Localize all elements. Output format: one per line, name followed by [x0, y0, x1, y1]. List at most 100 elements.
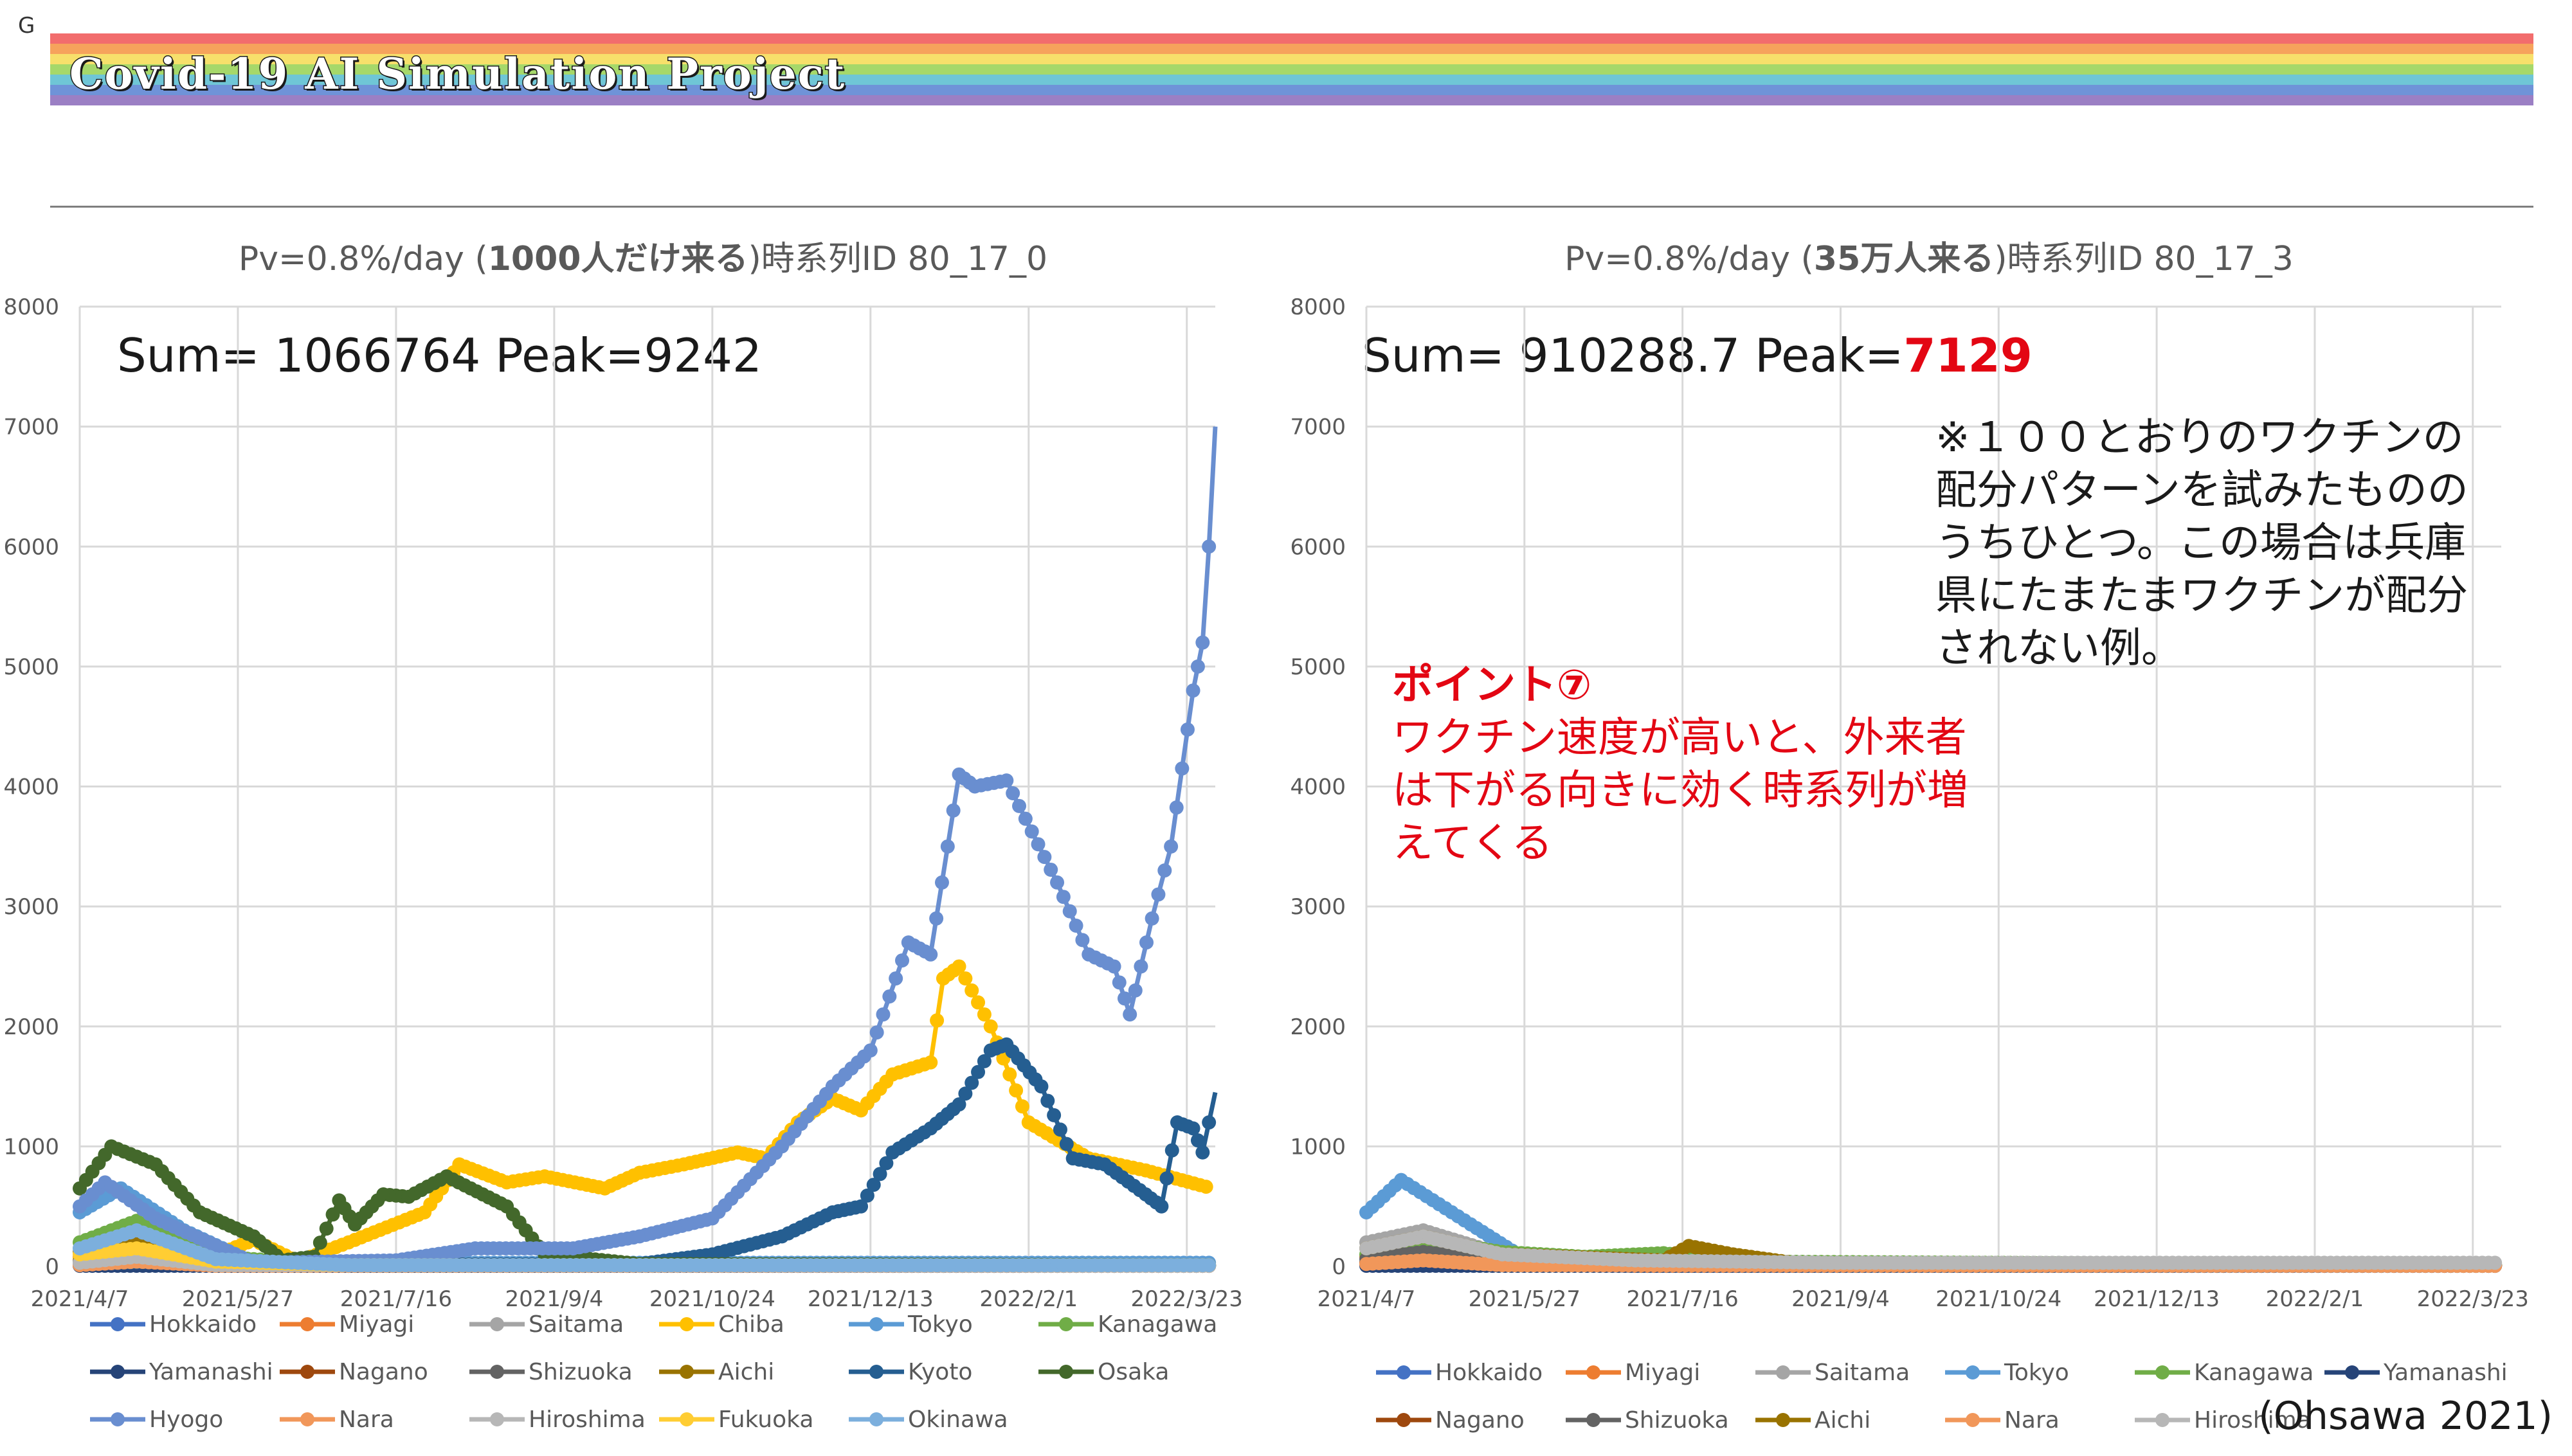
- chart-left-legend-marker: [680, 1412, 694, 1426]
- chart-left-point: [1075, 933, 1090, 948]
- chart-left: Pv=0.8%/day (1000人だけ来る)時系列ID 80_17_0 Sum…: [3, 240, 1242, 1433]
- chart-right-x-tick-label: 2021/10/24: [1935, 1286, 2061, 1312]
- chart-right-y-tick-label: 2000: [1290, 1014, 1346, 1040]
- chart-left-legend-label: Kanagawa: [1098, 1311, 1217, 1338]
- chart-left-legend-label: Miyagi: [339, 1311, 414, 1338]
- chart-left-x-tick-label: 2021/9/4: [505, 1286, 604, 1312]
- chart-left-x-tick-label: 2022/3/23: [1131, 1286, 1243, 1312]
- chart-left-point: [1050, 875, 1065, 890]
- chart-left-point: [1056, 890, 1071, 904]
- chart-left-line-tokyo: [78, 1186, 1215, 1265]
- chart-left-point: [1180, 722, 1195, 737]
- chart-left-legend-item-osaka: Osaka: [1038, 1359, 1169, 1385]
- chart-left-legend-marker: [869, 1412, 883, 1426]
- chart-left-point: [999, 773, 1014, 788]
- chart-right-title-prefix: Pv=0.8%/day (: [1564, 240, 1814, 278]
- chart-left-legend-marker: [300, 1412, 314, 1426]
- chart-right-y-tick-label: 8000: [1290, 294, 1346, 320]
- chart-left-point: [1015, 1099, 1029, 1114]
- chart-left-legend-marker: [680, 1317, 694, 1331]
- chart-left-series-okinawa: [73, 1223, 1217, 1273]
- chart-left-point: [930, 1013, 945, 1028]
- chart-left-point: [882, 989, 897, 1004]
- chart-left-y-tick-label: 5000: [3, 654, 59, 680]
- chart-left-legend-label: Shizuoka: [529, 1359, 633, 1385]
- chart-left-point: [1009, 1083, 1024, 1098]
- chart-left-legend-item-fukuoka: Fukuoka: [659, 1407, 813, 1433]
- chart-left-point: [923, 947, 938, 962]
- banner-stripe: [50, 95, 2533, 105]
- chart-left-point: [929, 911, 944, 926]
- chart-right-stats: Sum= 910288.7 Peak=7129: [1362, 328, 2033, 382]
- chart-right-y-tick-label: 4000: [1290, 775, 1346, 800]
- rainbow-stripes: [50, 33, 2533, 105]
- chart-right-x-tick-label: 2022/2/1: [2266, 1286, 2364, 1312]
- chart-left-x-tick-label: 2021/4/7: [31, 1286, 129, 1312]
- chart-left-point: [958, 1086, 973, 1101]
- chart-left-legend-item-shizuoka: Shizuoka: [469, 1359, 633, 1385]
- banner-stripe: [50, 33, 2533, 44]
- chart-left-x-tick-label: 2021/12/13: [808, 1286, 934, 1312]
- chart-left-legend-marker: [680, 1365, 694, 1379]
- chart-right: Pv=0.8%/day (35万人来る)時系列ID 80_17_3 Sum= 9…: [1290, 240, 2528, 1434]
- chart-right-title: Pv=0.8%/day (35万人来る)時系列ID 80_17_3: [1564, 240, 2294, 278]
- chart-left-point: [1034, 1079, 1049, 1094]
- chart-left-point: [1190, 659, 1205, 674]
- chart-left-point: [1164, 1143, 1179, 1158]
- chart-left-legend-label: Yamanashi: [149, 1359, 273, 1385]
- chart-left-legend-item-aichi: Aichi: [659, 1359, 774, 1385]
- chart-left-point: [964, 1075, 979, 1090]
- chart-left-point: [958, 971, 973, 986]
- chart-left-point: [1186, 1121, 1200, 1136]
- chart-right-x-tick-label: 2021/4/7: [1318, 1286, 1416, 1312]
- chart-left-point: [1159, 1171, 1174, 1186]
- chart-left-legend-item-nara: Nara: [280, 1407, 394, 1433]
- chart-right-x-tick-label: 2021/9/4: [1791, 1286, 1890, 1312]
- chart-left-point: [866, 1178, 881, 1192]
- chart-left-grid: [78, 305, 1215, 1268]
- chart-left-point: [1157, 863, 1172, 878]
- chart-left-y-tick-label: 8000: [3, 294, 59, 320]
- chart-right-y-tick-label: 6000: [1290, 534, 1346, 560]
- chart-left-point: [1069, 918, 1083, 933]
- chart-left-point: [971, 995, 986, 1010]
- chart-left-sum-label: Sum= 1066764 Peak=: [117, 328, 644, 382]
- chart-left-point: [1018, 811, 1033, 826]
- chart-left-legend-item-kyoto: Kyoto: [849, 1359, 972, 1385]
- chart-left-point: [1164, 839, 1179, 854]
- chart-left-point: [1006, 786, 1020, 800]
- chart-left-legend-marker: [490, 1365, 504, 1379]
- chart-left-x-tick-label: 2021/10/24: [649, 1286, 775, 1312]
- chart-left-point: [1154, 1199, 1169, 1214]
- chart-left-point: [1123, 1007, 1137, 1022]
- chart-left-legend-label: Saitama: [529, 1311, 624, 1338]
- chart-left-legend-label: Tokyo: [907, 1311, 973, 1338]
- chart-left-point: [1128, 983, 1143, 998]
- chart-left-point: [312, 1236, 327, 1250]
- corner-mark: G: [18, 13, 35, 39]
- chart-left-point: [1199, 1180, 1213, 1194]
- chart-left-x-tick-label: 2021/5/27: [182, 1286, 294, 1312]
- chart-left-legend-item-nagano: Nagano: [280, 1359, 428, 1385]
- chart-left-point: [1024, 824, 1039, 839]
- chart-right-x-tick-label: 2021/7/16: [1626, 1286, 1738, 1312]
- chart-left-point: [952, 1097, 966, 1112]
- chart-right-y-tick-label: 3000: [1290, 894, 1346, 920]
- chart-left-point: [1190, 1133, 1205, 1148]
- chart-left-legend-item-okinawa: Okinawa: [849, 1407, 1008, 1433]
- chart-left-stats: Sum= 1066764 Peak=9242: [117, 328, 762, 382]
- banner-stripe: [50, 64, 2533, 75]
- chart-left-point: [1202, 539, 1217, 554]
- chart-left-y-tick-label: 7000: [3, 415, 59, 440]
- banner-stripe: [50, 75, 2533, 85]
- chart-left-legend-label: Aichi: [718, 1359, 774, 1385]
- chart-left-point: [879, 1156, 894, 1171]
- chart-left-point: [923, 1055, 938, 1070]
- chart-left-point: [1112, 975, 1127, 990]
- chart-left-point: [1175, 761, 1190, 776]
- banner-stripe: [50, 44, 2533, 54]
- chart-left-legend-marker: [869, 1317, 883, 1331]
- chart-left-y-tick-label: 1000: [3, 1134, 59, 1160]
- chart-left-y-tick-label: 4000: [3, 775, 59, 800]
- chart-left-point: [971, 1065, 986, 1079]
